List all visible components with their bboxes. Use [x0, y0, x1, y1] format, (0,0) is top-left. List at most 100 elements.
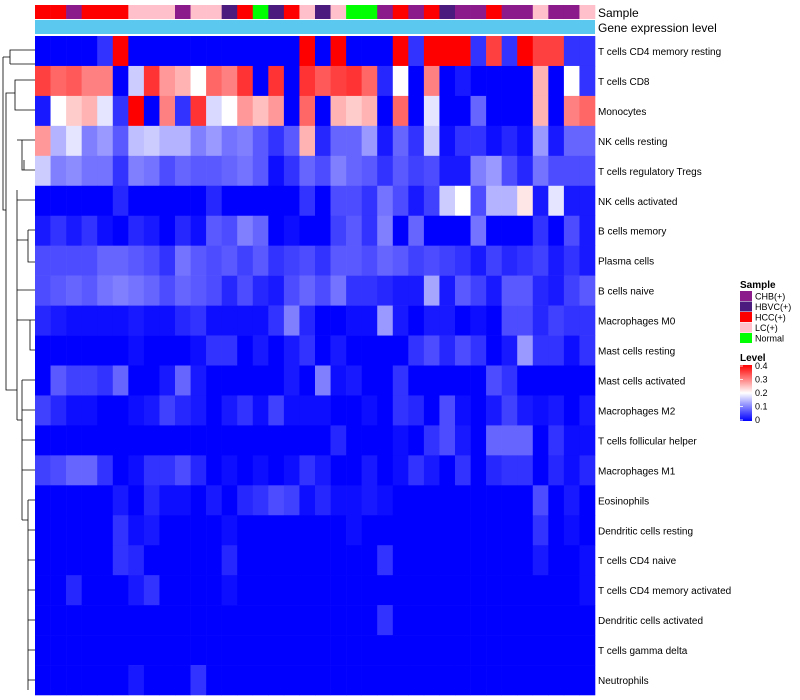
- heatmap-cell: [548, 575, 565, 606]
- sample-legend: Sample CHB(+)HBVC(+)HCC(+)LC(+)Normal: [740, 280, 791, 344]
- heatmap-cell: [439, 335, 456, 366]
- heatmap-cell: [299, 575, 316, 606]
- level-legend: Level 0.4 0.3 0.2 0.1 0: [740, 353, 768, 425]
- heatmap-cell: [206, 185, 222, 217]
- heatmap-cell: [221, 485, 238, 516]
- sample-annotation-cell: [532, 5, 549, 19]
- heatmap-cell: [206, 515, 222, 546]
- heatmap-cell: [175, 665, 191, 696]
- heatmap-cell: [237, 95, 254, 127]
- heatmap-cell: [50, 155, 67, 187]
- heatmap-cell: [283, 95, 300, 127]
- heatmap-cell: [237, 395, 254, 426]
- heatmap-cell: [268, 575, 285, 606]
- heatmap-cell: [206, 305, 222, 336]
- heatmap-cell: [143, 515, 160, 546]
- heatmap-cell: [455, 455, 471, 486]
- heatmap-cell: [501, 245, 518, 276]
- heatmap-cell: [330, 335, 347, 366]
- heatmap-cell: [221, 545, 238, 576]
- heatmap-cell: [283, 395, 300, 426]
- heatmap-cell: [252, 125, 269, 157]
- heatmap-cell: [206, 545, 222, 576]
- heatmap-cell: [408, 455, 425, 486]
- heatmap-cell: [361, 185, 378, 217]
- heatmap-cell: [361, 515, 378, 546]
- heatmap-cell: [97, 155, 114, 187]
- heatmap-cell: [299, 155, 316, 187]
- heatmap-cell: [501, 515, 518, 546]
- heatmap-cell: [315, 36, 331, 67]
- heatmap-cell: [143, 215, 160, 246]
- heatmap-cell: [439, 125, 456, 157]
- heatmap-cell: [501, 215, 518, 246]
- heatmap-cell: [268, 305, 285, 336]
- heatmap-cell: [532, 275, 549, 306]
- heatmap-cell: [97, 635, 114, 666]
- heatmap-cell: [517, 95, 534, 127]
- heatmap-cell: [377, 65, 394, 97]
- sample-annotation-cell: [377, 5, 394, 19]
- heatmap-cell: [501, 36, 518, 67]
- heatmap-cell: [50, 335, 67, 366]
- row-label: T cells CD4 memory resting: [598, 47, 721, 58]
- sample-track-label: Sample: [598, 6, 639, 20]
- heatmap-cell: [97, 275, 114, 306]
- heatmap-cell: [392, 275, 409, 306]
- heatmap-cell: [408, 425, 425, 456]
- heatmap-cell: [190, 455, 207, 486]
- heatmap-cell: [50, 485, 67, 516]
- heatmap-cell: [563, 545, 580, 576]
- heatmap-cell: [175, 36, 191, 67]
- heatmap-cell: [221, 36, 238, 67]
- heatmap-cell: [361, 155, 378, 187]
- heatmap-cell: [377, 95, 394, 127]
- heatmap-cell: [252, 515, 269, 546]
- heatmap-cell: [517, 365, 534, 396]
- heatmap-cell: [190, 485, 207, 516]
- heatmap-cell: [423, 425, 440, 456]
- heatmap-cell: [532, 395, 549, 426]
- heatmap-cell: [252, 95, 269, 127]
- heatmap-cell: [563, 155, 580, 187]
- heatmap-cell: [66, 305, 82, 336]
- heatmap-cell: [112, 455, 129, 486]
- heatmap-cell: [175, 575, 191, 606]
- heatmap-cell: [377, 515, 394, 546]
- heatmap-cell: [501, 395, 518, 426]
- heatmap-cell: [128, 605, 145, 636]
- heatmap-cell: [501, 635, 518, 666]
- row-label: Dendritic cells activated: [598, 616, 703, 627]
- heatmap-cell: [221, 425, 238, 456]
- heatmap-cell: [159, 455, 176, 486]
- heatmap-cell: [237, 365, 254, 396]
- heatmap-cell: [392, 155, 409, 187]
- heatmap-cell: [159, 425, 176, 456]
- heatmap-cell: [128, 305, 145, 336]
- heatmap-cell: [501, 95, 518, 127]
- heatmap-cell: [517, 275, 534, 306]
- heatmap-cell: [517, 515, 534, 546]
- heatmap-cell: [206, 605, 222, 636]
- heatmap-cell: [81, 185, 98, 217]
- heatmap-cell: [423, 95, 440, 127]
- heatmap-cell: [35, 335, 51, 366]
- heatmap-cell: [315, 545, 331, 576]
- heatmap-cell: [408, 215, 425, 246]
- heatmap-cell: [563, 395, 580, 426]
- heatmap-cell: [408, 245, 425, 276]
- heatmap-cell: [112, 215, 129, 246]
- heatmap-cell: [221, 125, 238, 157]
- heatmap-cell: [392, 36, 409, 67]
- heatmap-cell: [408, 275, 425, 306]
- heatmap-cell: [50, 665, 67, 696]
- heatmap-cell: [35, 365, 51, 396]
- heatmap-cell: [50, 515, 67, 546]
- heatmap-cell: [81, 65, 98, 97]
- heatmap-cell: [486, 275, 502, 306]
- heatmap-cell: [315, 185, 331, 217]
- heatmap-cell: [330, 575, 347, 606]
- heatmap-cell: [190, 125, 207, 157]
- heatmap-cell: [283, 455, 300, 486]
